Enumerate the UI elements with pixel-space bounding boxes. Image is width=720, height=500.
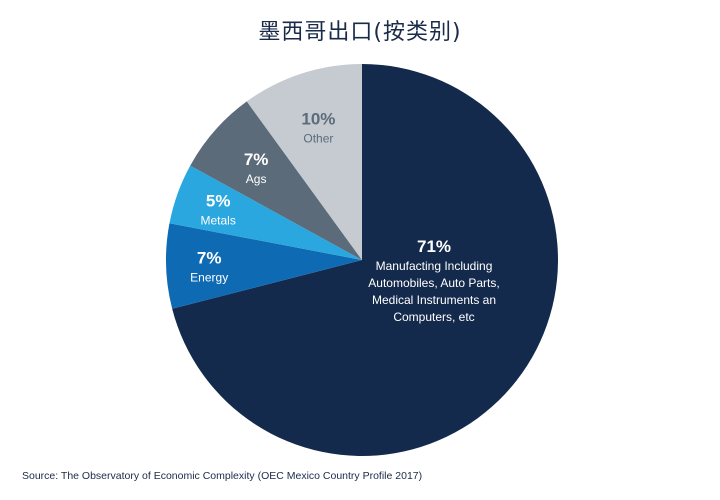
slice-percent-manufacting-including: 71% — [417, 237, 451, 256]
pie-slices — [166, 63, 558, 457]
slice-percent-energy: 7% — [197, 248, 222, 267]
slice-label-ags-line-1: Ags — [246, 172, 267, 186]
pie-slice-ags — [190, 101, 362, 260]
slice-percent-metals: 5% — [206, 192, 231, 211]
pie-slice-manufacting-including — [172, 64, 558, 457]
pie-labels: 71% Manufacting Including Automobiles, Aut… — [190, 109, 500, 324]
slice-label-metals-line-1: Metals — [200, 214, 235, 228]
slice-percent-other: 10% — [301, 109, 335, 128]
pie-slice-metals — [169, 165, 362, 260]
slice-percent-ags: 7% — [244, 150, 269, 169]
slice-label-other-line-1: Other — [303, 131, 333, 145]
slice-label-manufacting-including-line-4: Computers, etc — [393, 310, 474, 324]
source-note: Source: The Observatory of Economic Comp… — [22, 470, 423, 482]
slice-label-manufacting-including-line-3: Medical Instruments an — [372, 293, 496, 307]
pie-slice-energy — [166, 223, 362, 309]
slice-label-energy-line-1: Energy — [190, 270, 228, 284]
slice-label-manufacting-including-line-1: Manufacting Including — [376, 259, 493, 273]
pie-slice-other — [246, 63, 362, 260]
chart-title: 墨西哥出口(按类别) — [258, 20, 462, 45]
slice-label-manufacting-including-line-2: Automobiles, Auto Parts, — [368, 276, 499, 290]
